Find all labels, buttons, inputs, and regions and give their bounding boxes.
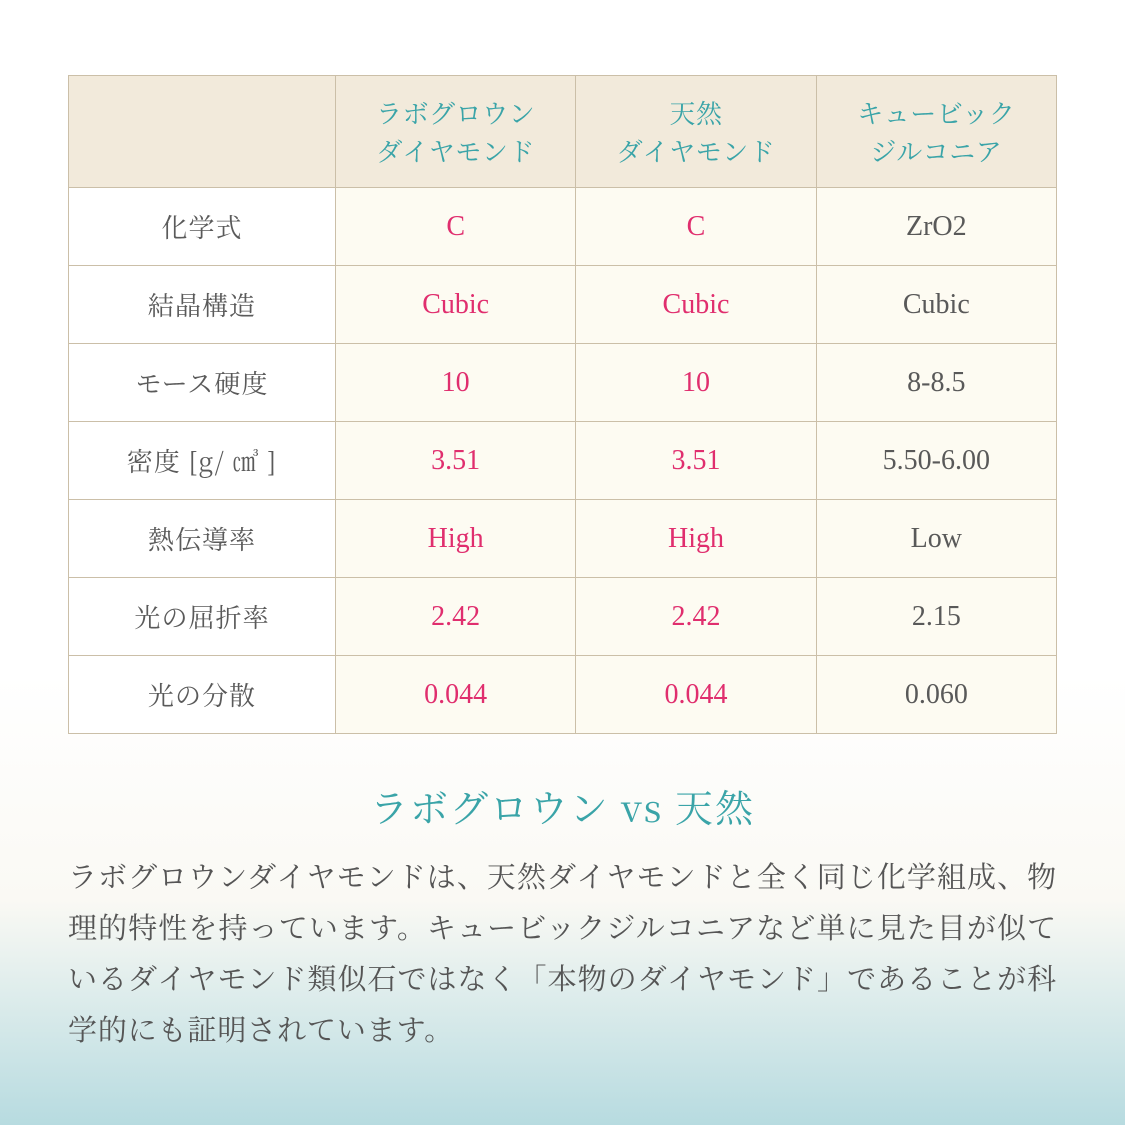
header-lab-grown: ラボグロウンダイヤモンド bbox=[336, 76, 576, 188]
table-row: モース硬度 10 10 8-8.5 bbox=[69, 344, 1057, 422]
table-row: 光の屈折率 2.42 2.42 2.15 bbox=[69, 578, 1057, 656]
header-natural: 天然ダイヤモンド bbox=[576, 76, 816, 188]
row-label: 光の屈折率 bbox=[69, 578, 336, 656]
table-row: 密度 [g/ ㎤ ] 3.51 3.51 5.50-6.00 bbox=[69, 422, 1057, 500]
table-header-row: ラボグロウンダイヤモンド 天然ダイヤモンド キュービックジルコニア bbox=[69, 76, 1057, 188]
cell: 10 bbox=[576, 344, 816, 422]
cell: 0.044 bbox=[576, 656, 816, 734]
cell: Cubic bbox=[336, 266, 576, 344]
cell: 0.060 bbox=[816, 656, 1056, 734]
table-row: 結晶構造 Cubic Cubic Cubic bbox=[69, 266, 1057, 344]
section-title: ラボグロウン vs 天然 bbox=[68, 778, 1057, 833]
cell: Cubic bbox=[576, 266, 816, 344]
table-row: 光の分散 0.044 0.044 0.060 bbox=[69, 656, 1057, 734]
row-label: 結晶構造 bbox=[69, 266, 336, 344]
cell: 2.42 bbox=[336, 578, 576, 656]
header-cubic-zirconia: キュービックジルコニア bbox=[816, 76, 1056, 188]
cell: Cubic bbox=[816, 266, 1056, 344]
cell: ZrO2 bbox=[816, 188, 1056, 266]
cell: 3.51 bbox=[336, 422, 576, 500]
row-label: 光の分散 bbox=[69, 656, 336, 734]
cell: Low bbox=[816, 500, 1056, 578]
cell: C bbox=[336, 188, 576, 266]
table-row: 化学式 C C ZrO2 bbox=[69, 188, 1057, 266]
cell: 3.51 bbox=[576, 422, 816, 500]
section-description: ラボグロウンダイヤモンドは、天然ダイヤモンドと全く同じ化学組成、物理的特性を持っ… bbox=[68, 851, 1057, 1054]
cell: 0.044 bbox=[336, 656, 576, 734]
table-row: 熱伝導率 High High Low bbox=[69, 500, 1057, 578]
cell: 10 bbox=[336, 344, 576, 422]
cell: 8-8.5 bbox=[816, 344, 1056, 422]
row-label: 熱伝導率 bbox=[69, 500, 336, 578]
row-label: 化学式 bbox=[69, 188, 336, 266]
cell: High bbox=[576, 500, 816, 578]
row-label: モース硬度 bbox=[69, 344, 336, 422]
cell: 2.42 bbox=[576, 578, 816, 656]
row-label: 密度 [g/ ㎤ ] bbox=[69, 422, 336, 500]
header-blank bbox=[69, 76, 336, 188]
cell: 5.50-6.00 bbox=[816, 422, 1056, 500]
cell: High bbox=[336, 500, 576, 578]
cell: 2.15 bbox=[816, 578, 1056, 656]
cell: C bbox=[576, 188, 816, 266]
comparison-table: ラボグロウンダイヤモンド 天然ダイヤモンド キュービックジルコニア 化学式 C … bbox=[68, 75, 1057, 734]
